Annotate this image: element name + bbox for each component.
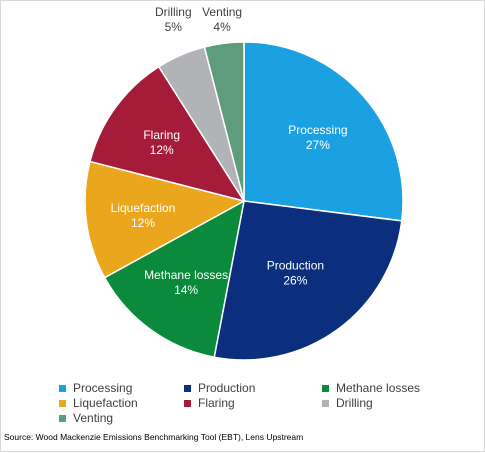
pie-label-name-processing: Processing <box>288 123 347 137</box>
pie-label-name-venting: Venting <box>202 5 242 19</box>
legend-label-processing: Processing <box>73 381 133 395</box>
legend-swatch-flaring <box>184 400 191 407</box>
legend-label-venting: Venting <box>73 411 114 425</box>
pie-slice-methane-losses <box>103 199 246 359</box>
pie-label-name-flaring: Flaring <box>143 128 180 142</box>
legend-item-methane-losses: Methane losses <box>322 381 462 396</box>
pie-slice-venting <box>203 41 245 202</box>
legend-label-flaring: Flaring <box>198 396 235 410</box>
legend-item-production: Production <box>184 381 322 396</box>
pie-label-value-venting: 4% <box>213 20 231 34</box>
pie-label-value-flaring: 12% <box>150 143 174 157</box>
legend-label-liquefaction: Liquefaction <box>73 396 138 410</box>
pie-label-name-drilling: Drilling <box>155 5 192 19</box>
legend-item-venting: Venting <box>59 411 184 426</box>
legend-swatch-production <box>184 385 191 392</box>
chart-source-note: Source: Wood Mackenzie Emissions Benchma… <box>4 432 304 442</box>
legend-swatch-liquefaction <box>59 400 66 407</box>
legend-item-processing: Processing <box>59 381 184 396</box>
pie-label-value-production: 26% <box>283 274 307 288</box>
pie-slice-processing <box>243 41 404 222</box>
legend-label-drilling: Drilling <box>336 396 373 410</box>
legend-swatch-drilling <box>322 400 329 407</box>
pie-slice-liquefaction <box>84 160 247 279</box>
legend-swatch-venting <box>59 415 66 422</box>
chart-legend: Processing Production Methane losses Liq… <box>59 381 479 426</box>
legend-label-methane-losses: Methane losses <box>336 381 421 395</box>
pie-label-value-liquefaction: 12% <box>131 216 155 230</box>
legend-item-flaring: Flaring <box>184 396 322 411</box>
pie-label-value-drilling: 5% <box>165 20 183 34</box>
legend-item-drilling: Drilling <box>322 396 462 411</box>
legend-label-production: Production <box>198 381 256 395</box>
pie-label-name-liquefaction: Liquefaction <box>111 201 176 215</box>
pie-label-name-production: Production <box>267 259 324 273</box>
legend-item-liquefaction: Liquefaction <box>59 396 184 411</box>
pie-label-value-processing: 27% <box>306 138 330 152</box>
legend-swatch-methane-losses <box>322 385 329 392</box>
pie-label-name-methane-losses: Methane losses <box>144 268 228 282</box>
pie-label-value-methane-losses: 14% <box>174 283 198 297</box>
pie-slice-production <box>213 200 403 361</box>
legend-swatch-processing <box>59 385 66 392</box>
pie-slice-flaring <box>89 65 246 203</box>
